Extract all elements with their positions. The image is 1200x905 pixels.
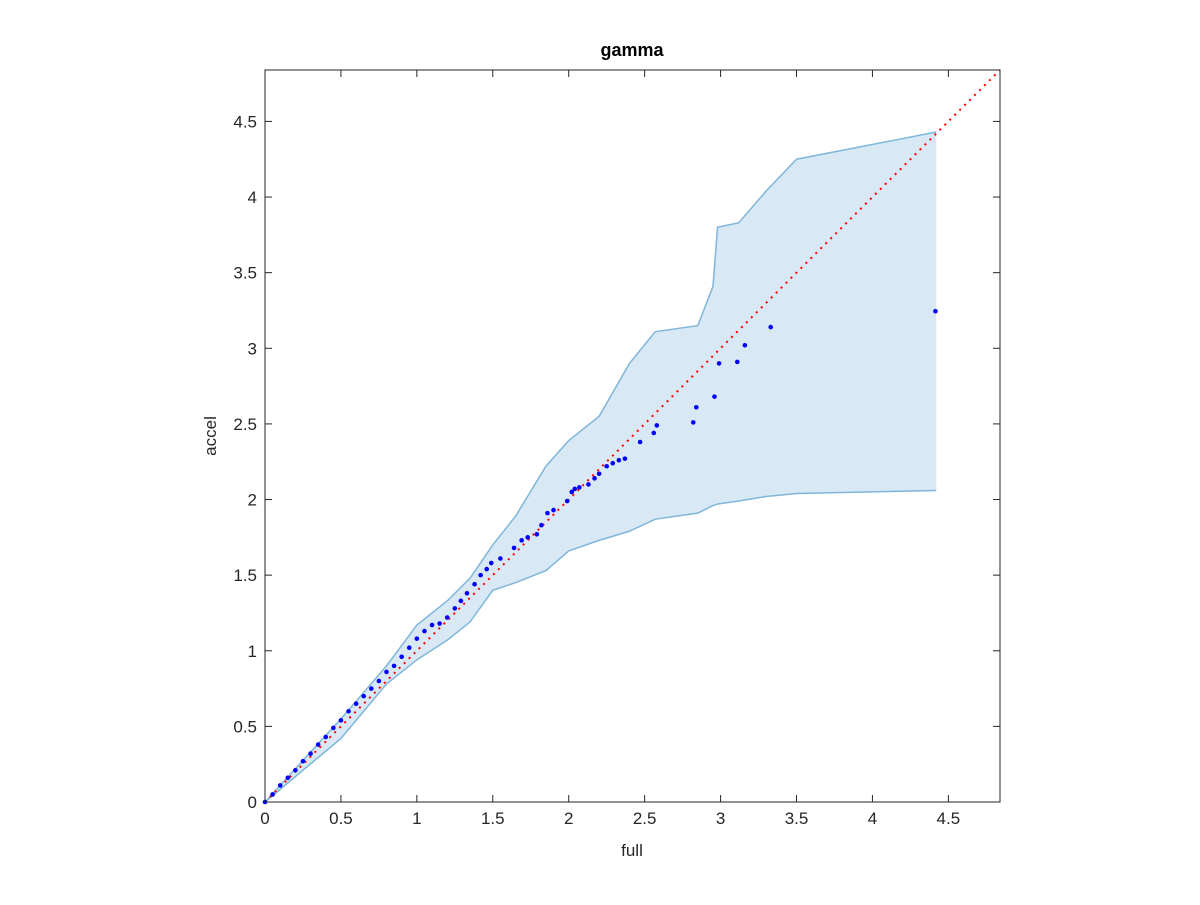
data-point — [768, 324, 773, 330]
data-point — [277, 783, 283, 788]
data-point — [437, 621, 442, 626]
data-point — [452, 606, 458, 611]
x-tick-label: 3 — [716, 809, 725, 828]
data-point — [285, 775, 291, 781]
x-tick-label: 4 — [868, 809, 877, 828]
data-point — [399, 654, 404, 660]
data-point — [346, 708, 351, 714]
data-point — [338, 718, 344, 723]
data-point — [300, 758, 306, 764]
data-point — [444, 615, 450, 620]
data-point — [637, 439, 643, 445]
data-point — [323, 734, 329, 740]
y-tick-label: 2.5 — [233, 415, 257, 434]
data-point — [534, 532, 540, 537]
x-tick-label: 1.5 — [481, 809, 505, 828]
data-point — [429, 622, 435, 628]
data-point — [586, 482, 591, 487]
confidence-band — [265, 132, 937, 802]
data-point — [293, 767, 298, 773]
chart-title: gamma — [600, 40, 664, 60]
x-tick-label: 2.5 — [633, 809, 657, 828]
data-point — [384, 669, 389, 675]
data-point — [315, 742, 321, 747]
x-axis-label: full — [621, 841, 643, 860]
data-point — [484, 566, 490, 572]
data-point — [577, 485, 582, 490]
data-point — [712, 394, 717, 399]
data-point — [369, 686, 374, 691]
y-axis-label: accel — [201, 416, 220, 456]
x-tick-label: 1 — [412, 809, 421, 828]
y-tick-label: 3.5 — [233, 264, 257, 283]
y-tick-label: 1.5 — [233, 566, 257, 585]
data-point — [270, 792, 275, 797]
data-point — [654, 423, 660, 428]
x-tick-label: 4.5 — [937, 809, 961, 828]
data-point — [498, 556, 503, 561]
data-point — [622, 456, 628, 461]
data-point — [564, 498, 570, 504]
data-point — [551, 507, 556, 513]
y-tick-label: 0 — [248, 793, 257, 812]
y-tick-label: 4.5 — [233, 112, 257, 131]
data-point — [414, 636, 420, 641]
data-point — [511, 545, 517, 551]
data-point — [716, 361, 722, 366]
data-point — [391, 663, 397, 669]
data-point — [610, 460, 616, 466]
data-point — [545, 510, 550, 516]
data-point — [693, 404, 699, 410]
data-point — [458, 598, 464, 604]
data-point — [472, 581, 477, 587]
band-edge — [264, 131, 937, 803]
y-tick-label: 4 — [248, 188, 257, 207]
data-point — [353, 701, 359, 706]
data-point — [596, 471, 602, 477]
data-point — [478, 572, 483, 578]
data-point — [572, 486, 578, 492]
data-point — [734, 359, 740, 365]
data-point — [742, 342, 748, 348]
x-tick-label: 0 — [260, 809, 269, 828]
data-point — [488, 560, 494, 566]
data-point — [604, 463, 609, 469]
band-edge — [264, 489, 937, 803]
data-point — [376, 678, 382, 684]
data-point — [592, 476, 597, 481]
axes-box — [264, 69, 1001, 803]
data-point — [331, 725, 336, 731]
plot-area: 0 0.5 1 1.5 2 2.5 3 3.5 4 4.5 0 0.5 1 1.5 2 2.5 3 3.5 4 4.5 — [233, 69, 1001, 828]
data-point — [422, 628, 427, 634]
data-point — [519, 538, 524, 543]
data-point — [525, 535, 531, 540]
data-point — [569, 489, 575, 495]
data-point — [539, 522, 544, 528]
reference-line — [264, 69, 1001, 803]
x-tick-label: 3.5 — [785, 809, 809, 828]
data-point — [308, 751, 313, 756]
y-tick-label: 3 — [248, 339, 257, 358]
data-point — [406, 645, 412, 651]
y-tick-label: 1 — [248, 642, 257, 661]
y-tick-label: 2 — [248, 491, 257, 510]
data-point — [361, 693, 367, 699]
data-point — [690, 420, 696, 425]
data-point — [464, 590, 470, 596]
data-point — [933, 308, 938, 314]
data-point — [616, 457, 622, 463]
x-tick-label: 2 — [564, 809, 573, 828]
x-tick-label: 0.5 — [329, 809, 353, 828]
y-tick-label: 0.5 — [233, 717, 257, 736]
data-point — [651, 430, 657, 436]
